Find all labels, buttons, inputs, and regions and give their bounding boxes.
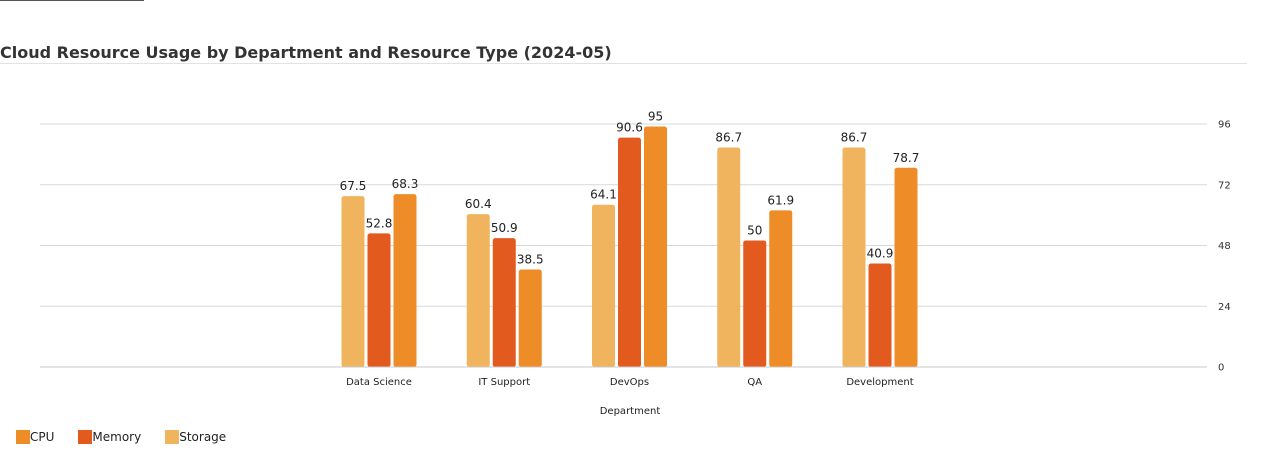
bar-cpu [644,126,667,367]
bar-storage [717,147,741,367]
x-tick-label: Development [846,377,913,388]
chart-plot-area: 0 24 48 72 96 67.5 52.8 68.3 Data Science 60.4 50.… [40,110,1231,417]
data-label: 78.7 [893,151,920,165]
bar-cpu [393,194,417,367]
legend-swatch-cpu [16,430,30,444]
x-tick-label: Data Science [346,377,412,388]
legend-swatch-memory [78,430,93,444]
data-label: 38.5 [517,253,544,267]
data-label: 50.9 [491,221,518,235]
bar-cpu [518,269,542,367]
y-tick-label: 0 [1218,363,1224,374]
data-label: 50 [747,223,762,237]
bar-storage [592,204,615,367]
bar-memory [743,240,767,367]
x-axis-title: Department [600,406,661,417]
data-label: 86.7 [715,131,742,145]
data-label: 64.1 [590,188,617,202]
x-tick-label: DevOps [610,377,649,388]
bar-memory [868,263,892,367]
y-tick-label: 96 [1218,120,1231,131]
data-label: 61.9 [767,193,794,207]
bar-storage [466,214,490,367]
chart-legend: CPU Memory Storage [16,430,226,444]
x-tick-label: QA [747,377,762,388]
bar-memory [492,238,516,367]
legend-item-storage[interactable]: Storage [165,430,226,444]
x-tick-label: IT Support [478,377,530,388]
legend-item-cpu[interactable]: CPU [16,430,54,444]
data-label: 95 [648,110,663,124]
top-rule [0,0,144,1]
bar-storage [842,147,866,367]
data-label: 60.4 [465,197,492,211]
y-tick-label: 48 [1218,241,1231,252]
data-label: 52.8 [366,216,393,230]
data-label: 67.5 [340,179,367,193]
bar-memory [367,233,391,367]
legend-swatch-storage [165,430,180,444]
bar-cpu [769,210,793,367]
legend-label-cpu: CPU [30,430,55,444]
data-label: 86.7 [841,131,868,145]
title-divider [0,63,1247,64]
bar-memory [618,137,641,367]
legend-label-storage: Storage [179,430,227,444]
bar-cpu [894,167,918,367]
chart-title: Cloud Resource Usage by Department and R… [0,43,612,62]
y-tick-label: 72 [1218,180,1231,191]
bar-storage [341,196,365,367]
legend-label-memory: Memory [92,430,142,444]
legend-item-memory[interactable]: Memory [78,430,141,444]
y-tick-label: 24 [1218,302,1231,313]
data-label: 40.9 [867,246,894,260]
data-label: 68.3 [392,177,419,191]
data-label: 90.6 [616,121,643,135]
